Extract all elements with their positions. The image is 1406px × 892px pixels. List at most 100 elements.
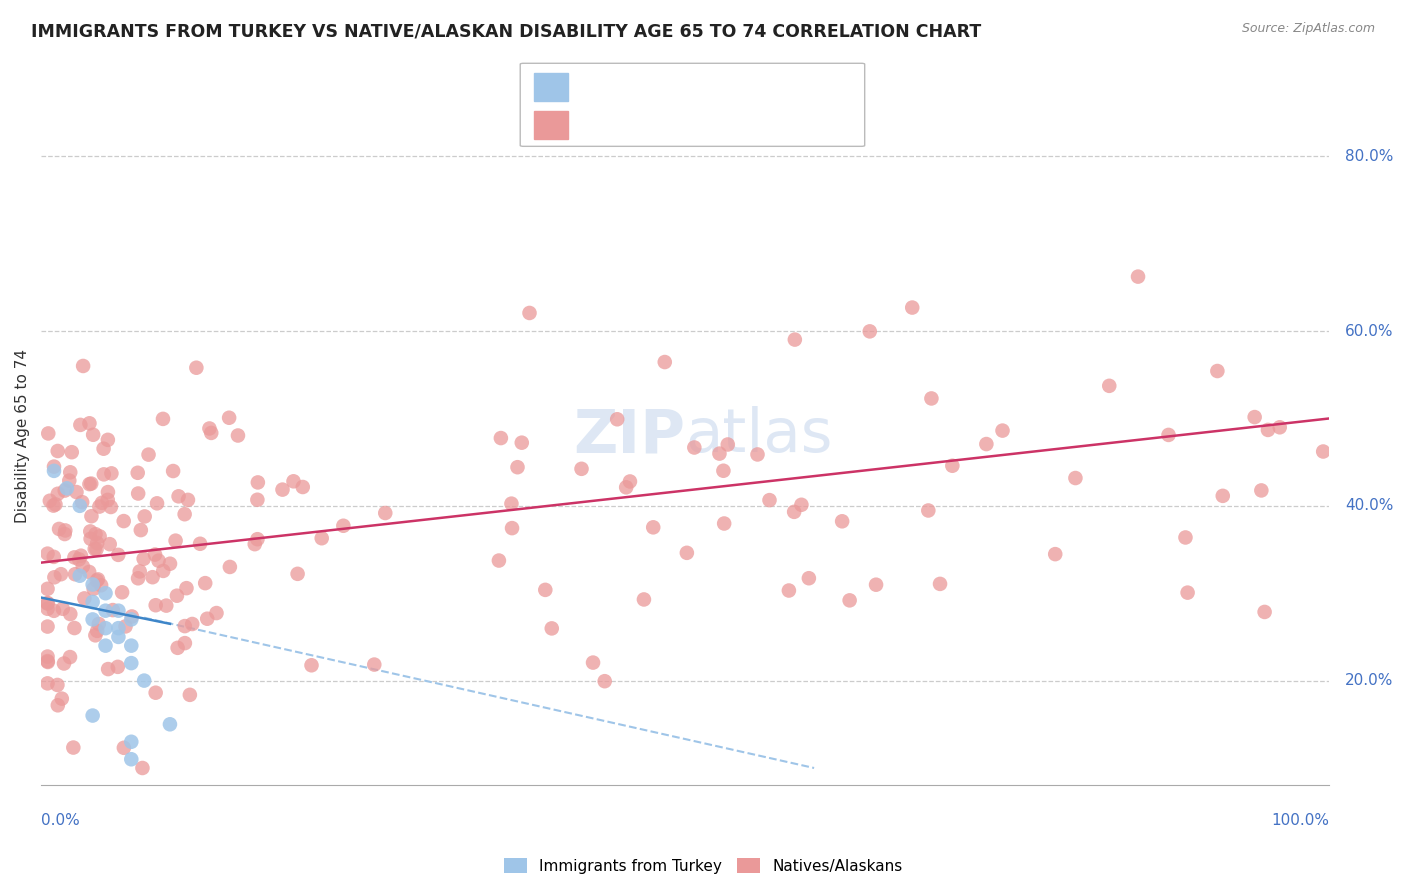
Point	[1253, 605, 1275, 619]
Point	[173, 507, 195, 521]
Point	[1206, 364, 1229, 378]
Point	[155, 599, 177, 613]
Point	[120, 735, 142, 749]
Point	[107, 604, 129, 618]
Point	[1098, 379, 1121, 393]
Point	[56, 481, 79, 495]
Point	[82, 427, 104, 442]
Point	[194, 576, 217, 591]
Point	[162, 464, 184, 478]
Point	[143, 548, 166, 562]
Text: IMMIGRANTS FROM TURKEY VS NATIVE/ALASKAN DISABILITY AGE 65 TO 74 CORRELATION CHA: IMMIGRANTS FROM TURKEY VS NATIVE/ALASKAN…	[31, 22, 981, 40]
Point	[865, 577, 887, 591]
Point	[167, 489, 190, 503]
Legend: Immigrants from Turkey, Natives/Alaskans: Immigrants from Turkey, Natives/Alaskans	[498, 852, 908, 880]
Point	[63, 567, 86, 582]
Point	[291, 480, 314, 494]
Point	[1157, 428, 1180, 442]
Point	[65, 485, 87, 500]
Point	[58, 474, 80, 488]
Bar	[534, 72, 568, 101]
Point	[53, 524, 76, 538]
Point	[246, 475, 269, 490]
Point	[619, 475, 641, 489]
Point	[63, 621, 86, 635]
Point	[51, 691, 73, 706]
Point	[246, 492, 269, 507]
Point	[37, 582, 59, 596]
Point	[107, 621, 129, 635]
Point	[654, 355, 676, 369]
Point	[49, 567, 72, 582]
Point	[142, 570, 165, 584]
Text: 197: 197	[779, 117, 810, 132]
Point	[67, 552, 90, 566]
Text: N =: N =	[727, 117, 761, 132]
Point	[37, 596, 59, 610]
Point	[112, 740, 135, 755]
Point	[97, 433, 120, 447]
Point	[901, 301, 924, 315]
Point	[186, 360, 208, 375]
Point	[534, 582, 557, 597]
Point	[62, 740, 84, 755]
Point	[179, 688, 201, 702]
Point	[1250, 483, 1272, 498]
Point	[83, 582, 105, 596]
Text: R =: R =	[582, 78, 616, 94]
Point	[859, 324, 882, 338]
Point	[37, 597, 59, 611]
Point	[100, 467, 122, 481]
Point	[82, 577, 104, 591]
Point	[98, 537, 121, 551]
Point	[60, 445, 83, 459]
Point	[713, 516, 735, 531]
Point	[243, 537, 266, 551]
Point	[101, 603, 124, 617]
Point	[226, 428, 249, 442]
Point	[46, 678, 69, 692]
Point	[120, 752, 142, 766]
Point	[93, 442, 115, 456]
Point	[48, 522, 70, 536]
Point	[37, 649, 59, 664]
Point	[46, 487, 69, 501]
Point	[519, 306, 541, 320]
Point	[790, 498, 813, 512]
Point	[94, 604, 117, 618]
Text: Source: ZipAtlas.com: Source: ZipAtlas.com	[1241, 22, 1375, 36]
Point	[1212, 489, 1234, 503]
Point	[44, 570, 66, 584]
Point	[44, 497, 66, 511]
Point	[758, 493, 780, 508]
Point	[37, 426, 59, 441]
Point	[53, 657, 76, 671]
Point	[129, 523, 152, 537]
Point	[73, 591, 96, 606]
Point	[1174, 531, 1197, 545]
Point	[709, 447, 731, 461]
Point	[488, 553, 510, 567]
Point	[79, 417, 101, 431]
Point	[107, 548, 129, 562]
Point	[69, 568, 91, 582]
Point	[783, 505, 806, 519]
Point	[79, 524, 101, 539]
Point	[120, 656, 142, 670]
Point	[148, 554, 170, 568]
Point	[1177, 585, 1199, 599]
Text: 100.0%: 100.0%	[1271, 814, 1330, 829]
Point	[134, 673, 156, 688]
Point	[166, 640, 188, 655]
Point	[501, 521, 523, 535]
Point	[838, 593, 860, 607]
Point	[540, 621, 562, 635]
Point	[46, 444, 69, 458]
Point	[42, 499, 65, 513]
Point	[713, 464, 735, 478]
Point	[218, 560, 240, 574]
Point	[100, 500, 122, 514]
Point	[783, 333, 806, 347]
Point	[70, 495, 93, 509]
Point	[69, 499, 91, 513]
